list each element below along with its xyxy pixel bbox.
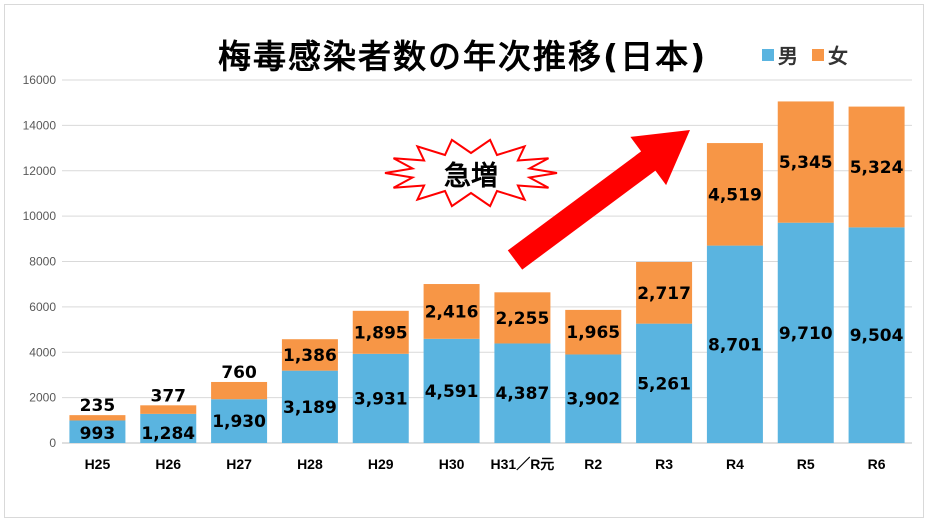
- bar-male: [636, 323, 693, 443]
- bar-male: [494, 343, 551, 443]
- data-label-female: 5,345: [779, 153, 833, 173]
- bar-female: [706, 143, 763, 246]
- data-label-male: 8,701: [708, 335, 762, 355]
- x-tick-label: H28: [297, 456, 323, 472]
- x-axis: H25 H26 H27 H28 H29 H30 H31／R元 R2 R3 R4 R5 R6: [85, 456, 886, 472]
- data-label-female: 235: [80, 396, 116, 416]
- data-label-male: 3,931: [354, 389, 408, 409]
- bar-female: [494, 292, 551, 344]
- data-label-male: 9,504: [850, 326, 904, 346]
- data-label-female: 377: [151, 386, 187, 406]
- data-label-male: 1,284: [141, 424, 195, 444]
- burst-shape: [384, 138, 558, 208]
- bar-female: [423, 284, 480, 339]
- bar-female: [636, 261, 693, 324]
- x-tick-label: H26: [155, 456, 181, 472]
- data-label-female: 1,965: [566, 323, 620, 343]
- bar-male: [777, 222, 834, 443]
- legend-label-female: 女: [828, 44, 848, 68]
- data-label-male: 5,261: [637, 374, 691, 394]
- bar-male: [352, 353, 409, 443]
- legend-item-male: 男: [762, 40, 798, 69]
- legend-swatch-male: [762, 48, 774, 61]
- x-tick-label: H29: [368, 456, 394, 472]
- grid-lines: [62, 79, 912, 444]
- chart-title: 梅毒感染者数の年次推移(日本): [218, 37, 708, 76]
- data-label-female: 4,519: [708, 185, 762, 205]
- bar-male: [140, 413, 197, 443]
- y-tick-label: 6000: [29, 300, 56, 314]
- burst-text: 急増: [444, 160, 498, 192]
- data-label-male: 3,189: [283, 398, 337, 418]
- bar-male: [423, 338, 480, 443]
- data-label-male: 9,710: [779, 324, 833, 344]
- x-tick-label: R5: [797, 456, 815, 472]
- legend-item-female: 女: [812, 40, 848, 69]
- y-tick-label: 12000: [23, 164, 57, 178]
- bar-female: [211, 381, 268, 400]
- data-label-female: 1,386: [283, 346, 337, 366]
- bar-female: [565, 309, 622, 355]
- data-label-female: 2,255: [496, 309, 550, 329]
- data-labels: 993 235 1,284 377 1,930 760 3,189 1,386 3,931 1,8…: [80, 153, 904, 444]
- x-tick-label: H30: [439, 456, 465, 472]
- bar-female: [69, 415, 126, 421]
- bar-male: [69, 420, 126, 443]
- y-tick-label: 2000: [29, 391, 56, 405]
- x-tick-label: H31／R元: [491, 456, 555, 472]
- bar-female: [352, 310, 409, 354]
- x-tick-label: R6: [868, 456, 886, 472]
- trend-arrow: [507, 130, 690, 270]
- bar-female: [777, 101, 834, 223]
- y-tick-label: 0: [49, 436, 56, 450]
- data-label-male: 4,387: [496, 384, 550, 404]
- bar-male: [706, 245, 763, 443]
- data-label-male: 993: [80, 424, 116, 444]
- y-tick-label: 4000: [29, 345, 56, 359]
- annotation: 急増: [384, 130, 690, 270]
- bar-male: [565, 354, 622, 443]
- legend-swatch-female: [812, 48, 824, 61]
- data-label-female: 5,324: [850, 158, 904, 178]
- x-tick-label: R2: [584, 456, 602, 472]
- data-label-male: 3,902: [566, 390, 620, 410]
- x-tick-label: R3: [655, 456, 673, 472]
- bar-female: [281, 339, 338, 371]
- bars: [69, 101, 905, 443]
- y-tick-label: 8000: [29, 255, 56, 269]
- legend-label-male: 男: [778, 44, 798, 68]
- x-tick-label: H27: [226, 456, 252, 472]
- legend: 男 女: [762, 40, 848, 69]
- data-label-female: 1,895: [354, 323, 408, 343]
- data-label-female: 2,717: [637, 284, 691, 304]
- bar-male: [211, 399, 268, 443]
- x-tick-label: H25: [85, 456, 111, 472]
- bar-female: [140, 405, 197, 414]
- y-tick-label: 16000: [23, 73, 57, 87]
- bar-female: [848, 106, 905, 228]
- data-label-female: 760: [221, 363, 257, 383]
- bar-male: [848, 227, 905, 443]
- data-label-male: 1,930: [212, 412, 266, 432]
- data-label-female: 2,416: [425, 302, 479, 322]
- y-tick-label: 10000: [23, 209, 57, 223]
- x-tick-label: R4: [726, 456, 744, 472]
- data-label-male: 4,591: [425, 382, 479, 402]
- y-tick-label: 14000: [23, 118, 57, 132]
- bar-male: [281, 370, 338, 443]
- y-axis: 0 2000 4000 6000 8000 10000 12000 14000 16000: [23, 73, 57, 450]
